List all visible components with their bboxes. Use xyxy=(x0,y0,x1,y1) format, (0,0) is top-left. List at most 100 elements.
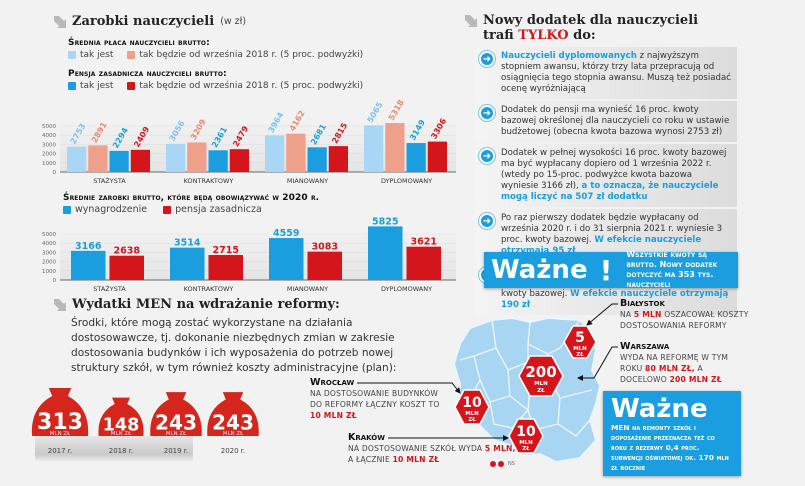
arrow-down-right-icon xyxy=(54,15,66,28)
bar xyxy=(307,147,327,172)
y-tick-label: 2000 xyxy=(42,152,56,158)
bar xyxy=(307,251,342,280)
data-label: 5318 xyxy=(387,98,406,122)
legend-group-1: Średnia płaca nauczycieli brutto: tak je… xyxy=(68,38,363,91)
sign-unit: ZŁ xyxy=(522,446,530,452)
bar xyxy=(166,143,186,172)
bag-shape xyxy=(98,397,144,436)
bar xyxy=(286,133,306,172)
legend-label: tak jest xyxy=(80,81,114,91)
bag-year: 2019 r. xyxy=(164,447,189,455)
sign-wroclaw: 10 MLN ZŁ xyxy=(454,389,490,425)
bag-unit: MLN ZŁ xyxy=(111,431,132,437)
y-tick-label: 5000 xyxy=(42,232,56,238)
data-label: 2638 xyxy=(114,246,141,257)
legend-label: pensja zasadnicza xyxy=(175,204,262,215)
sign-unit: MLN xyxy=(534,381,548,387)
arrow-right-circle-icon: ➜ xyxy=(479,51,495,67)
allowance-bullet: ➜ Nauczycieli dyplomowanych z najwyższym … xyxy=(475,47,737,99)
allowance-title-post: do: xyxy=(568,28,596,43)
data-label: 4559 xyxy=(273,228,299,239)
legend-label: tak jest xyxy=(80,50,114,60)
legend-label: tak będzie od września 2018 r. (5 proc. … xyxy=(139,81,364,91)
important-word: Ważne xyxy=(611,394,708,424)
reform-description: Środki, które mogą zostać wykorzystane n… xyxy=(71,317,397,374)
city-amount: 5 mln xyxy=(633,310,662,319)
city-name: Kraków xyxy=(348,432,385,443)
bag-unit: MLN ZŁ xyxy=(223,431,244,437)
bar xyxy=(328,146,348,172)
legend-swatch-blue xyxy=(63,205,71,214)
legend-swatch-red xyxy=(163,205,172,214)
y-tick-label: 3000 xyxy=(42,250,56,256)
bullet-highlight: Nauczycieli dyplomowanych xyxy=(501,51,637,61)
arrow-right-circle-icon: ➜ xyxy=(479,148,495,164)
bag-value: 243 xyxy=(212,411,254,435)
bar xyxy=(88,145,108,172)
sign-unit: MLN xyxy=(519,440,533,446)
important-box-1: Ważne ! Wszystkie kwoty są brutto. Nowy … xyxy=(484,250,738,289)
city-amount: 5 mln, xyxy=(484,444,516,453)
important-word: Ważne xyxy=(491,255,588,285)
arrow-right-circle-icon: ➜ xyxy=(479,105,495,121)
bag-shape xyxy=(150,392,202,436)
salary-section: Zarobki nauczycieli (w zł) xyxy=(54,14,246,29)
reform-title: Wydatki MEN na wdrażanie reformy: xyxy=(54,297,454,312)
sign-unit: MLN xyxy=(465,411,479,417)
bag-year: 2018 r. xyxy=(109,447,134,455)
bag-year: 2017 r. xyxy=(48,447,73,455)
city-wroclaw: Wrocław na dostosowanie budynków do refo… xyxy=(310,377,440,421)
bullet-text: Po raz pierwszy dodatek będzie wypłacany… xyxy=(501,213,723,256)
city-amount: 10 mln zł xyxy=(392,455,440,464)
bar xyxy=(368,226,403,280)
allowance-bullet: ➜ Dodatek w pełnej wysokości 16 proc. kwo… xyxy=(475,144,737,207)
sign-warszawa: 200 MLN ZŁ xyxy=(518,355,564,397)
bar xyxy=(269,238,304,280)
bullet-highlight: a to oznacza, że nauczyciele mogą liczyć… xyxy=(501,181,719,202)
sign-unit: ZŁ xyxy=(537,388,545,394)
city-bialystok: Białystok na 5 mln oszacował koszty dost… xyxy=(620,298,800,331)
bag-value: 148 xyxy=(103,415,140,435)
city-text: a docelowo xyxy=(620,364,703,384)
category-label: STAŻYSTA xyxy=(93,284,126,293)
bar xyxy=(109,150,129,172)
bullet-highlight: W efekcie nauczyciele otrzymają 95 zł xyxy=(501,235,702,256)
bag-value: 243 xyxy=(155,411,197,435)
allowance-title-pre: trafi xyxy=(483,28,519,43)
bullet-highlight: W efekcie nauczyciele otrzymają 190 zł xyxy=(501,289,729,310)
legend-label: tak będzie od września 2018 r. (5 proc. … xyxy=(139,50,364,60)
bar xyxy=(265,135,285,172)
category-label: STAŻYSTA xyxy=(93,176,126,185)
bar xyxy=(187,142,207,172)
y-tick-label: 2000 xyxy=(42,260,56,266)
city-name: Wrocław xyxy=(310,377,355,388)
city-text: wyda na reformę w tym roku xyxy=(620,353,729,373)
city-name: Warszawa xyxy=(620,341,670,352)
city-amount: 10 mln zł xyxy=(310,411,357,420)
important-text-1: Wszystkie kwoty są brutto. Nowy dodatek … xyxy=(626,250,718,289)
sign-value: 200 xyxy=(525,363,556,381)
y-tick-label: 3000 xyxy=(42,142,56,148)
arrow-down-right-icon xyxy=(465,14,477,27)
legend-swatch-red xyxy=(127,82,136,90)
copyright-icon xyxy=(490,461,496,467)
bar xyxy=(71,250,106,280)
y-tick-label: 4000 xyxy=(42,133,56,139)
data-label: 3083 xyxy=(312,242,338,253)
sign-unit: ZŁ xyxy=(468,417,476,423)
y-tick-label: 5000 xyxy=(42,124,56,130)
bag-unit: MLN ZŁ xyxy=(50,431,71,437)
legend-heading-average: Średnia płaca nauczycieli brutto: xyxy=(68,38,210,48)
data-label: 5825 xyxy=(372,216,398,227)
salary-title-unit: (w zł) xyxy=(220,16,247,27)
y-tick-label: 1000 xyxy=(42,161,56,167)
important-text-2: MEN na remonty szkół i doposażenie przez… xyxy=(611,423,729,472)
bar xyxy=(385,123,405,172)
allowance-title-accent: TYLKO xyxy=(518,28,569,43)
salary-chart-2020: 0 1000 2000 3000 4000 5000 3166 2638 STAŻYSTA 351… xyxy=(42,216,456,293)
